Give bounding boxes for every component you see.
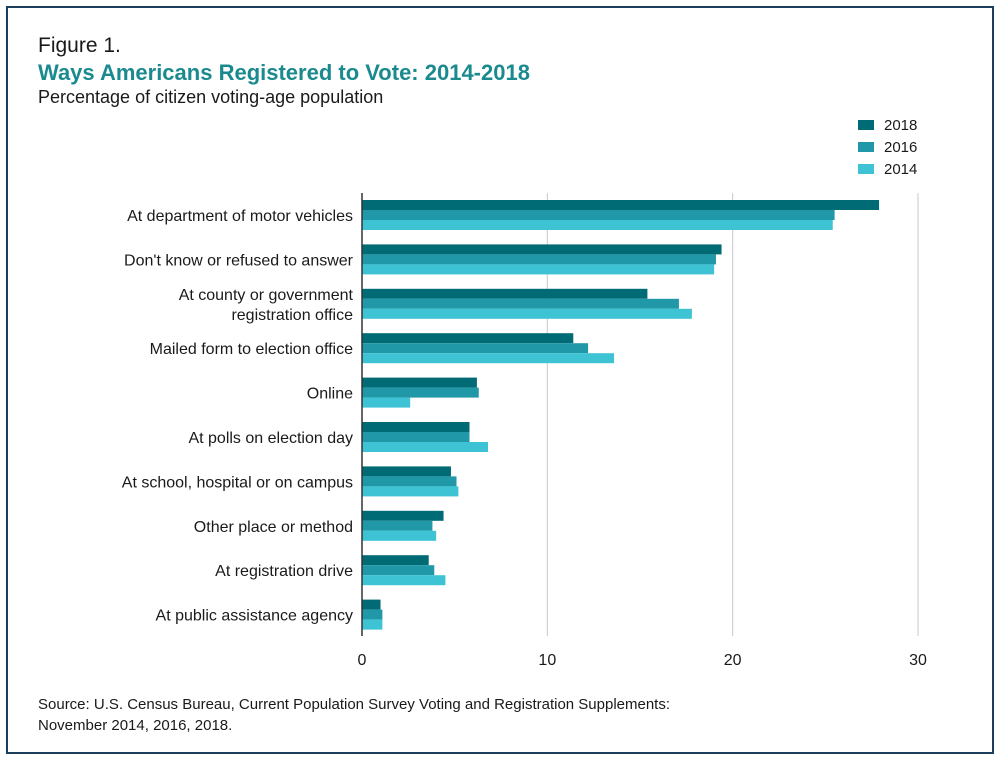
bar-2014-6 [362,486,459,497]
bar-2014-0 [362,220,833,230]
bar-2018-2 [362,288,648,299]
bar-2014-8 [362,575,446,586]
source-line-1: Source: U.S. Census Bureau, Current Popu… [38,696,671,713]
bar-2016-9 [362,609,383,620]
source-note: Source: U.S. Census Bureau, Current Popu… [38,694,838,736]
legend-item-2014: 2014 [858,158,917,180]
bar-2018-6 [362,466,451,477]
bar-2018-7 [362,510,444,521]
category-label-4: Online [307,386,353,403]
legend-item-2018: 2018 [858,114,917,136]
chart-subtitle: Percentage of citizen voting-age populat… [38,87,384,107]
bar-2014-7 [362,530,437,541]
bar-2014-4 [362,397,411,408]
bar-2018-8 [362,555,429,566]
category-label-0: At department of motor vehicles [127,208,353,225]
x-tick-label-20: 20 [724,652,742,669]
legend-swatch-2018 [858,120,874,130]
category-label-8: At registration drive [215,563,353,580]
bar-2016-5 [362,432,470,442]
bar-2016-7 [362,520,433,531]
bar-2018-9 [362,599,381,610]
bar-2014-3 [362,353,615,364]
bar-2018-4 [362,377,477,388]
category-label-6: At school, hospital or on campus [122,474,353,491]
legend-label-2016: 2016 [884,138,918,156]
bar-2014-1 [362,264,715,275]
bar-2016-8 [362,565,435,576]
bar-2016-3 [362,343,589,354]
bar-2018-1 [362,244,722,255]
category-label-2-line-1: registration office [231,307,353,324]
category-label-3: Mailed form to election office [150,341,353,358]
bar-2016-2 [362,298,679,309]
legend-label-2014: 2014 [884,160,918,178]
category-label-9: At public assistance agency [156,608,353,625]
legend: 2018 2016 2014 [858,114,917,180]
bar-2016-6 [362,476,457,487]
category-label-5: At polls on election day [188,430,353,447]
x-tick-label-0: 0 [358,652,367,669]
legend-label-2018: 2018 [884,116,918,134]
legend-swatch-2014 [858,164,874,174]
bar-2014-5 [362,442,489,452]
figure-frame [6,6,994,754]
bar-2016-0 [362,210,835,220]
category-label-7: Other place or method [194,519,353,536]
legend-swatch-2016 [858,142,874,152]
figure-label: Figure 1. [38,34,121,57]
bar-2014-9 [362,619,383,630]
bar-2014-2 [362,308,692,319]
x-tick-label-30: 30 [909,652,927,669]
bar-2018-3 [362,333,574,344]
chart-title: Ways Americans Registered to Vote: 2014-… [38,60,530,85]
legend-item-2016: 2016 [858,136,917,158]
source-line-2: November 2014, 2016, 2018. [38,717,233,734]
x-tick-label-10: 10 [538,652,556,669]
bar-2018-5 [362,422,470,432]
bar-2018-0 [362,200,880,210]
category-label-1: Don't know or refused to answer [124,252,354,269]
bar-2016-4 [362,387,479,398]
category-label-2-line-0: At county or government [179,287,354,304]
bar-2016-1 [362,254,716,265]
